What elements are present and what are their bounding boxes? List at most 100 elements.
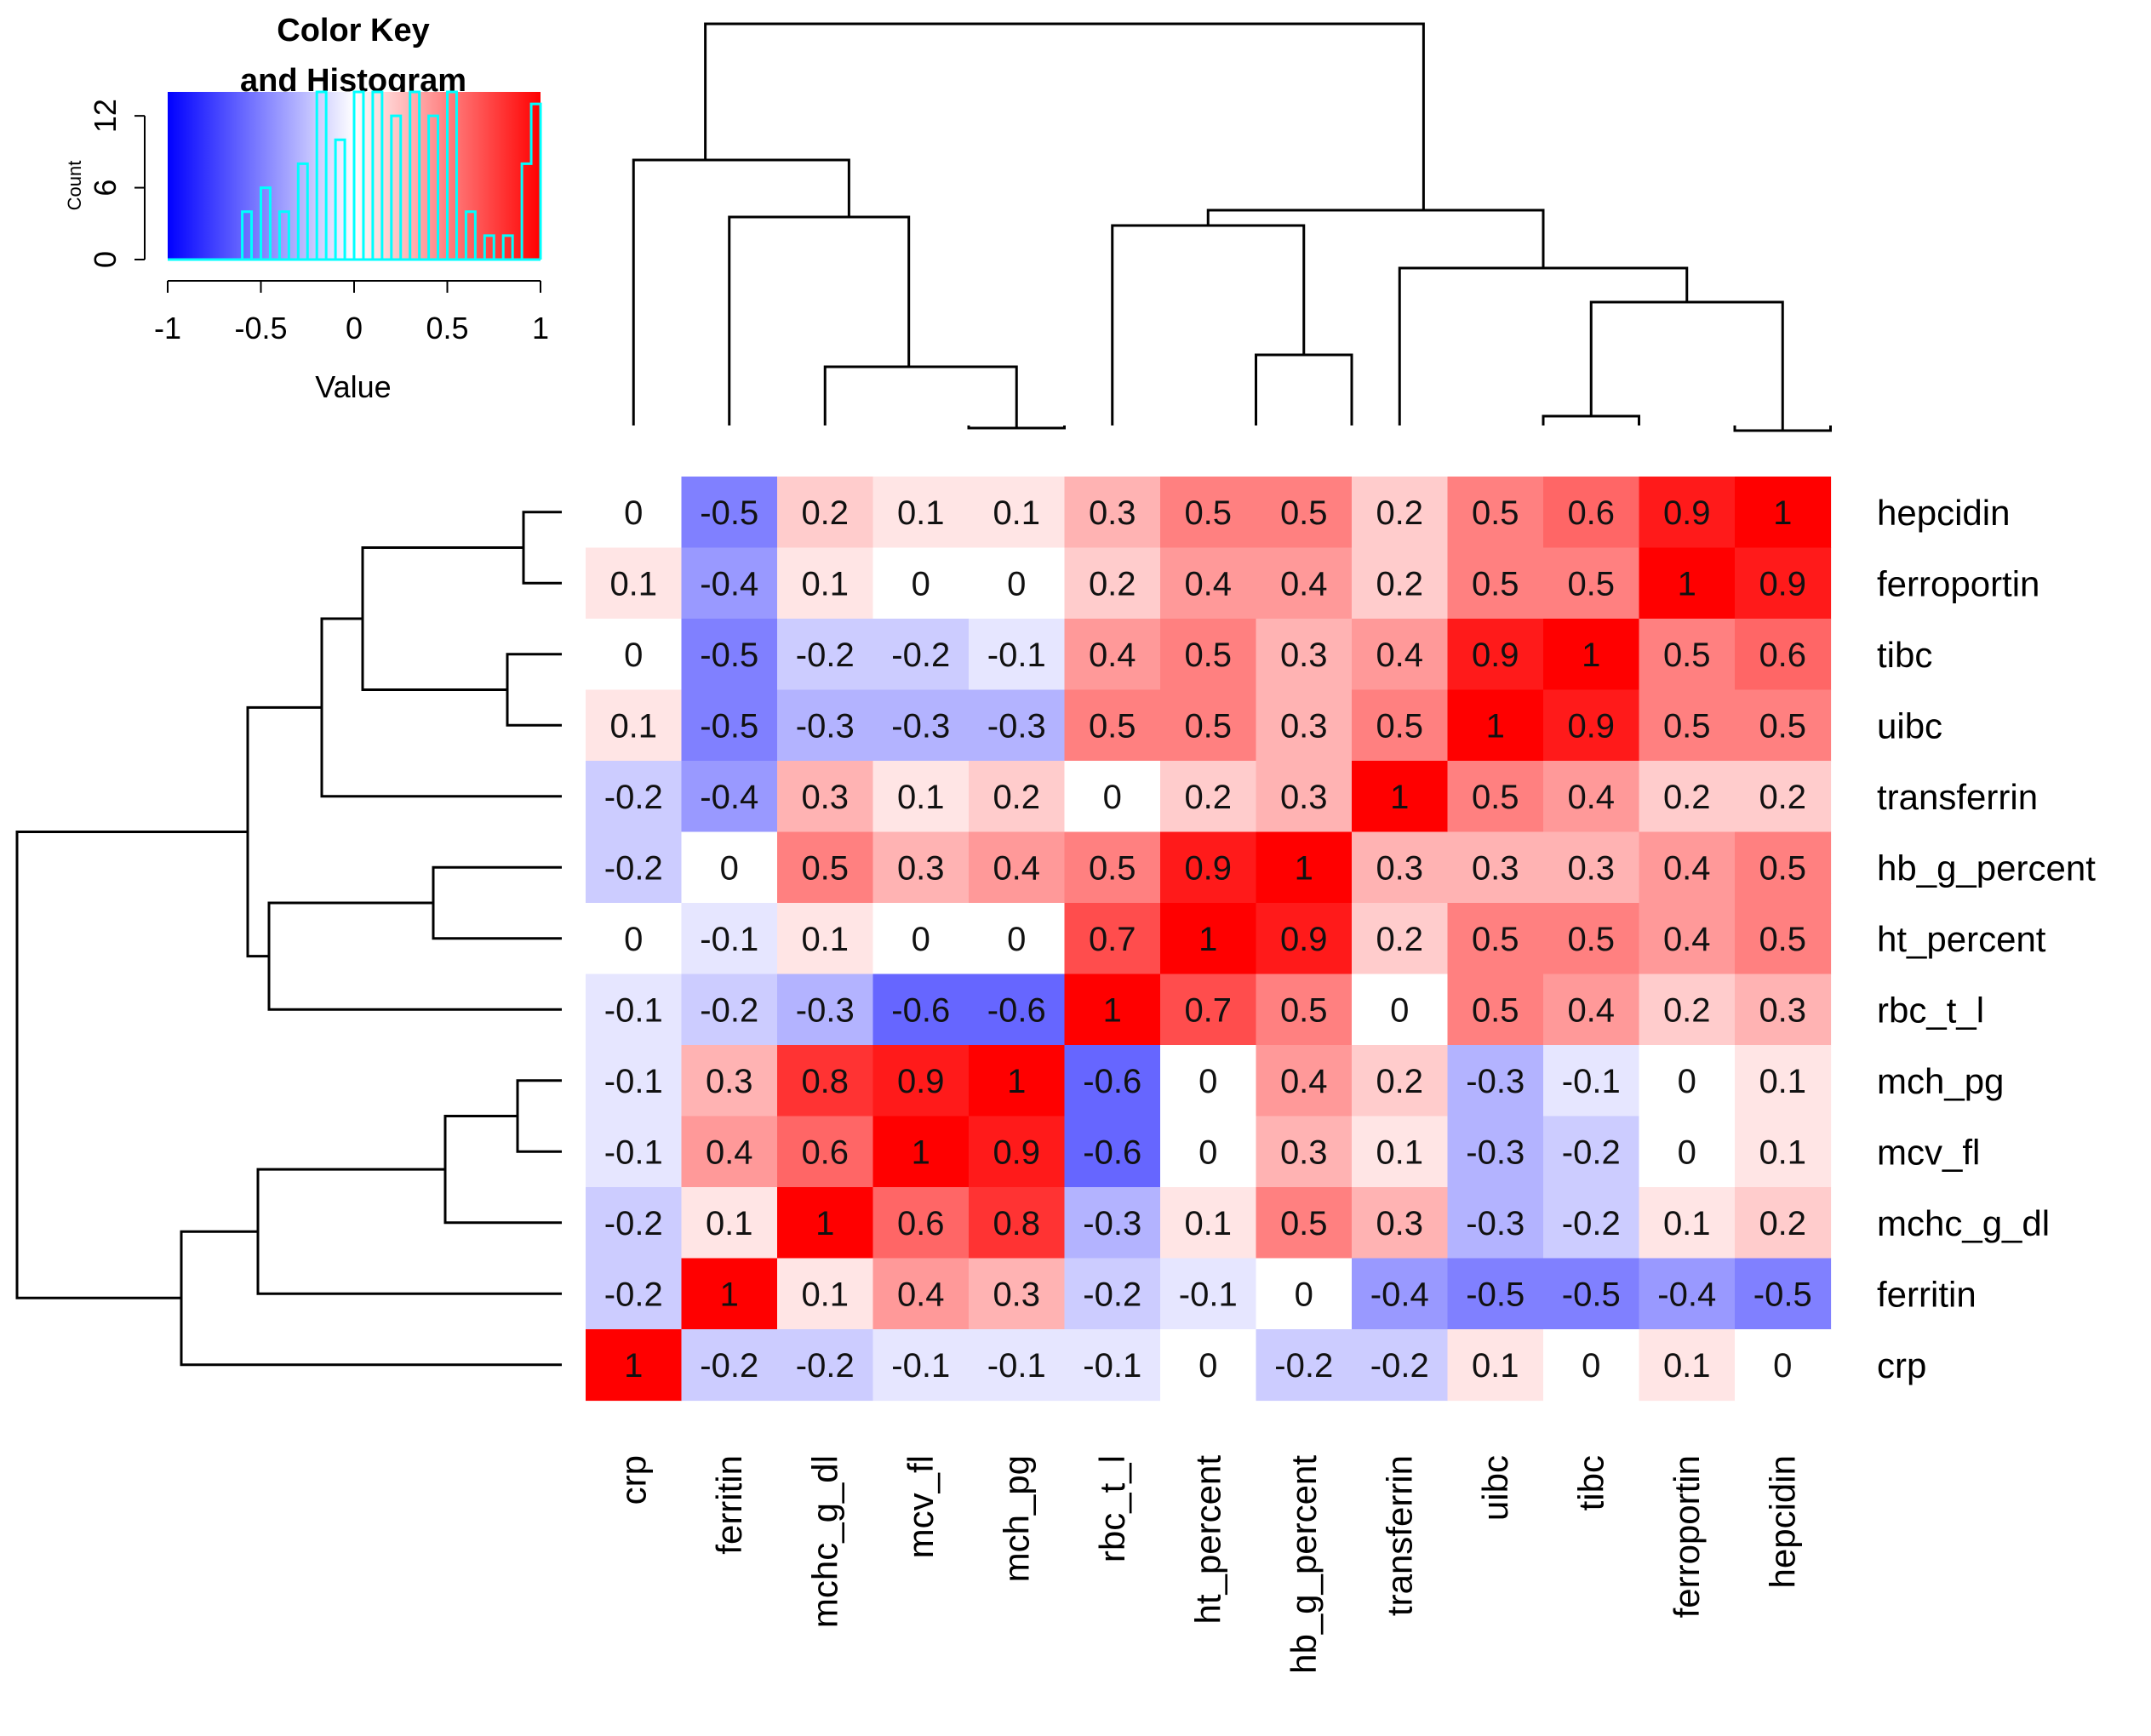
- heatmap-cell: [1064, 1045, 1161, 1117]
- cell-value-label: 0.2: [1089, 565, 1136, 602]
- cell-value-label: -0.1: [1179, 1276, 1238, 1313]
- heatmap-cell: [1160, 761, 1257, 833]
- heatmap-cell: [1352, 1329, 1449, 1402]
- heatmap-cell: [586, 1258, 683, 1330]
- heatmap-cell: [1160, 831, 1257, 904]
- heatmap-cell: [1447, 1045, 1544, 1117]
- heatmap-cell: [777, 547, 874, 620]
- heatmap-cell: [1639, 547, 1736, 620]
- heatmap-cell: [1735, 831, 1832, 904]
- heatmap-cell: [777, 1329, 874, 1402]
- heatmap-cell: [1352, 477, 1449, 549]
- heatmap-cell: [1160, 1258, 1257, 1330]
- heatmap-cell: [1256, 1116, 1353, 1188]
- heatmap-cell: [969, 1187, 1066, 1259]
- cell-value-label: -0.2: [891, 637, 950, 674]
- cell-value-label: 0.5: [1184, 494, 1232, 532]
- heatmap-cell: [969, 689, 1066, 762]
- heatmap-cell: [1160, 689, 1257, 762]
- cell-value-label: 0.4: [1663, 849, 1711, 887]
- cell-value-label: 0.1: [897, 779, 945, 816]
- heatmap-cell: [872, 761, 970, 833]
- cell-value-label: 0.3: [1089, 494, 1136, 532]
- cell-value-label: -0.4: [1370, 1276, 1429, 1313]
- heatmap-cell: [1639, 1329, 1736, 1402]
- heatmap-cell: [1064, 619, 1161, 691]
- heatmap-cell: [1064, 903, 1161, 975]
- cell-value-label: 0.3: [897, 849, 945, 887]
- heatmap-cell: [1543, 1187, 1640, 1259]
- cell-value-label: 0.5: [1472, 565, 1519, 602]
- column-label: mchc_g_dl: [804, 1455, 844, 1628]
- heatmap-cell: [1160, 547, 1257, 620]
- heatmap-cell: [586, 477, 683, 549]
- cell-value-label: -0.4: [700, 779, 758, 816]
- cell-value-label: 0.9: [993, 1134, 1040, 1171]
- heatmap-cell: [969, 477, 1066, 549]
- heatmap-cell: [872, 1045, 970, 1117]
- heatmap-cell: [1256, 831, 1353, 904]
- cell-value-label: 0.3: [993, 1276, 1040, 1313]
- heatmap-cell: [1064, 831, 1161, 904]
- cell-value-label: 0.2: [1376, 565, 1423, 602]
- heatmap-cell: [586, 761, 683, 833]
- column-dendrogram: [632, 22, 1832, 432]
- heatmap-cell: [969, 1045, 1066, 1117]
- heatmap-cell: [1160, 619, 1257, 691]
- cell-value-label: 0.3: [1280, 1134, 1328, 1171]
- cell-value-label: -0.3: [796, 991, 855, 1029]
- heatmap-cell: [681, 903, 778, 975]
- cell-value-label: 0.2: [1376, 494, 1423, 532]
- cell-value-label: 0: [624, 637, 643, 674]
- cell-value-label: -0.3: [987, 707, 1046, 745]
- cell-value-label: 0.2: [1759, 779, 1806, 816]
- cell-value-label: 0.9: [1759, 565, 1806, 602]
- heatmap-cell: [1352, 619, 1449, 691]
- cell-value-label: -0.1: [604, 991, 663, 1029]
- cell-value-label: 0.1: [1184, 1205, 1232, 1242]
- cell-value-label: 0.4: [1663, 921, 1711, 958]
- cell-value-label: -0.2: [1083, 1276, 1141, 1313]
- heatmap-cell: [1639, 974, 1736, 1046]
- heatmap-cell: [777, 1116, 874, 1188]
- color-key-x-tick-label: -1: [154, 311, 181, 345]
- row-dendrogram-branch: [516, 1079, 562, 1153]
- heatmap-cell: [681, 974, 778, 1046]
- cell-value-label: -0.6: [1083, 1063, 1141, 1100]
- row-dendrogram-branch: [320, 617, 562, 798]
- cell-value-label: 0.1: [801, 565, 849, 602]
- cell-value-label: 0.2: [1376, 921, 1423, 958]
- heatmap-cell: [1256, 1329, 1353, 1402]
- cell-value-label: 0: [1773, 1347, 1792, 1385]
- heatmap-cell: [1639, 1187, 1736, 1259]
- heatmap-cell: [1160, 1045, 1257, 1117]
- column-dendrogram-branch: [1255, 353, 1353, 425]
- cell-value-label: 0.5: [1759, 921, 1806, 958]
- heatmap-cells: 0 -0.5 0.2 0.1 0.1 0.3 0.5 0.5 0.2 0.5 0.6 0.9 1 0.1 -…: [586, 477, 1832, 1402]
- cell-value-label: 0.4: [897, 1276, 945, 1313]
- heatmap-cell: [1639, 761, 1736, 833]
- heatmap-cell: [1352, 974, 1449, 1046]
- cell-value-label: 0.3: [1759, 991, 1806, 1029]
- heatmap-cell: [1352, 1258, 1449, 1330]
- heatmap-cell: [872, 619, 970, 691]
- cell-value-label: 0.3: [801, 779, 849, 816]
- heatmap-cell: [777, 689, 874, 762]
- cell-value-label: -0.2: [796, 637, 855, 674]
- column-dendrogram-branch: [704, 22, 1425, 210]
- cell-value-label: -0.3: [1083, 1205, 1141, 1242]
- heatmap-cell: [586, 903, 683, 975]
- cell-value-label: 0.1: [897, 494, 945, 532]
- cell-value-label: 0: [624, 921, 643, 958]
- heatmap-cell: [1064, 1187, 1161, 1259]
- cell-value-label: 0.5: [1663, 637, 1711, 674]
- heatmap-cell: [1352, 1187, 1449, 1259]
- heatmap-cell: [1064, 689, 1161, 762]
- cell-value-label: 0.5: [801, 849, 849, 887]
- cell-value-label: 0.2: [801, 494, 849, 532]
- cell-value-label: -0.2: [604, 1205, 663, 1242]
- cell-value-label: 0.5: [1089, 849, 1136, 887]
- heatmap-cell: [1064, 1116, 1161, 1188]
- heatmap-cell: [1447, 974, 1544, 1046]
- cell-value-label: 0.4: [1376, 637, 1423, 674]
